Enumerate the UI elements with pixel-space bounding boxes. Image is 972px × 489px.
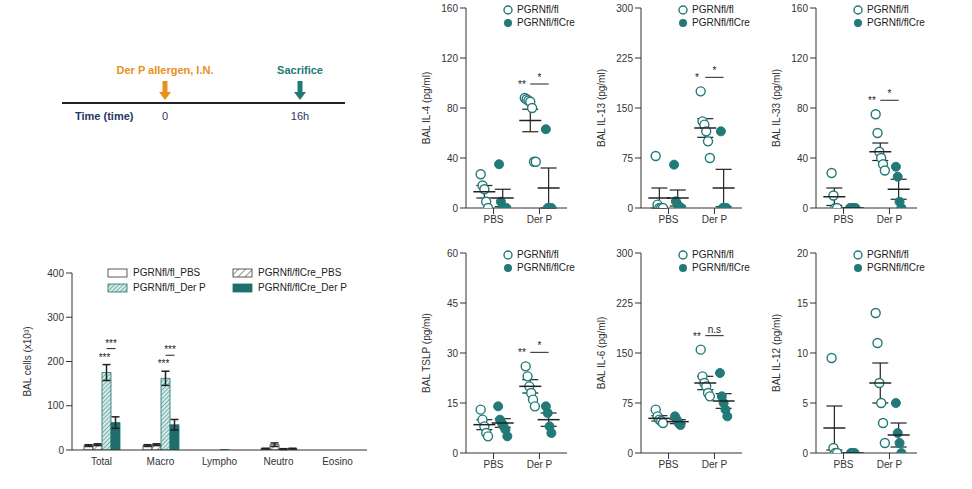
svg-text:Total: Total xyxy=(91,456,112,467)
svg-text:**: ** xyxy=(693,331,701,342)
svg-text:BAL IL-33 (pg/ml): BAL IL-33 (pg/ml) xyxy=(771,69,782,147)
html-text:PGRNfl/fl: PGRNfl/fl xyxy=(867,249,909,260)
svg-text:100: 100 xyxy=(47,400,64,411)
svg-text:0: 0 xyxy=(452,448,458,459)
svg-text:160: 160 xyxy=(441,3,458,14)
svg-text:0: 0 xyxy=(162,110,168,122)
svg-text:225: 225 xyxy=(616,53,633,64)
svg-text:80: 80 xyxy=(797,103,809,114)
svg-text:***: *** xyxy=(105,338,117,349)
svg-text:*: * xyxy=(695,72,699,83)
svg-text:Der P: Der P xyxy=(877,214,903,225)
html-text:PGRNfl/fl: PGRNfl/fl xyxy=(692,249,734,260)
svg-text:BAL IL-6 (pg/ml): BAL IL-6 (pg/ml) xyxy=(596,317,607,389)
svg-text:0: 0 xyxy=(452,203,458,214)
svg-text:225: 225 xyxy=(616,298,633,309)
svg-text:300: 300 xyxy=(47,312,64,323)
svg-text:**: ** xyxy=(868,95,876,106)
svg-text:160: 160 xyxy=(791,3,808,14)
svg-text:200: 200 xyxy=(47,356,64,367)
html-text:PGRNfl/flCre_Der P: PGRNfl/flCre_Der P xyxy=(258,282,347,293)
svg-text:PBS: PBS xyxy=(484,459,504,470)
svg-text:***: *** xyxy=(158,358,170,369)
svg-text:120: 120 xyxy=(441,53,458,64)
html-text:PGRNfl/flCre_PBS: PGRNfl/flCre_PBS xyxy=(258,267,342,278)
html-text:PGRNfl/fl_Der P: PGRNfl/fl_Der P xyxy=(133,282,206,293)
svg-text:PBS: PBS xyxy=(834,459,854,470)
svg-text:Lympho: Lympho xyxy=(202,456,238,467)
svg-text:BAL cells (x10³): BAL cells (x10³) xyxy=(22,326,33,396)
svg-text:40: 40 xyxy=(797,153,809,164)
html-text:PGRNfl/fl: PGRNfl/fl xyxy=(692,4,734,15)
svg-text:10: 10 xyxy=(797,348,809,359)
svg-text:*: * xyxy=(713,65,717,76)
svg-text:150: 150 xyxy=(616,103,633,114)
svg-text:5: 5 xyxy=(802,398,808,409)
html-text:PGRNfl/flCre: PGRNfl/flCre xyxy=(517,17,575,28)
svg-text:75: 75 xyxy=(622,153,634,164)
svg-text:0: 0 xyxy=(627,203,633,214)
svg-text:Time (time): Time (time) xyxy=(75,110,134,122)
svg-text:*: * xyxy=(538,340,542,351)
svg-text:PBS: PBS xyxy=(659,214,679,225)
html-text:PGRNfl/fl: PGRNfl/fl xyxy=(517,4,559,15)
svg-text:*: * xyxy=(888,88,892,99)
svg-text:Der P: Der P xyxy=(527,459,553,470)
svg-text:45: 45 xyxy=(447,298,459,309)
svg-text:400: 400 xyxy=(47,268,64,279)
svg-text:PBS: PBS xyxy=(484,214,504,225)
svg-text:15: 15 xyxy=(797,298,809,309)
svg-text:300: 300 xyxy=(616,3,633,14)
html-text:PGRNfl/flCre: PGRNfl/flCre xyxy=(692,17,750,28)
svg-text:***: *** xyxy=(164,344,176,355)
svg-text:Der P: Der P xyxy=(877,459,903,470)
svg-text:***: *** xyxy=(99,352,111,363)
svg-text:120: 120 xyxy=(791,53,808,64)
svg-text:*: * xyxy=(538,72,542,83)
svg-text:0: 0 xyxy=(627,448,633,459)
svg-text:15: 15 xyxy=(447,398,459,409)
svg-text:Der P: Der P xyxy=(702,214,728,225)
html-text:PGRNfl/fl: PGRNfl/fl xyxy=(867,4,909,15)
svg-text:20: 20 xyxy=(797,248,809,259)
svg-text:**: ** xyxy=(518,79,526,90)
svg-text:40: 40 xyxy=(447,153,459,164)
svg-text:0: 0 xyxy=(802,203,808,214)
svg-text:BAL IL-4 (pg/ml): BAL IL-4 (pg/ml) xyxy=(421,72,432,144)
svg-text:Der P: Der P xyxy=(702,459,728,470)
svg-text:PBS: PBS xyxy=(834,214,854,225)
svg-text:BAL IL-13 (pg/ml): BAL IL-13 (pg/ml) xyxy=(596,69,607,147)
html-text:PGRNfl/flCre: PGRNfl/flCre xyxy=(867,262,925,273)
html-text:PGRNfl/fl_PBS: PGRNfl/fl_PBS xyxy=(133,267,201,278)
svg-text:75: 75 xyxy=(622,398,634,409)
svg-text:Macro: Macro xyxy=(147,456,175,467)
svg-text:**: ** xyxy=(518,347,526,358)
html-text:PGRNfl/flCre: PGRNfl/flCre xyxy=(692,262,750,273)
svg-text:n.s: n.s xyxy=(708,324,721,335)
svg-text:300: 300 xyxy=(616,248,633,259)
svg-text:60: 60 xyxy=(447,248,459,259)
svg-text:PBS: PBS xyxy=(659,459,679,470)
svg-text:30: 30 xyxy=(447,348,459,359)
svg-text:80: 80 xyxy=(447,103,459,114)
html-text:PGRNfl/flCre: PGRNfl/flCre xyxy=(867,17,925,28)
svg-text:0: 0 xyxy=(58,445,64,456)
svg-text:0: 0 xyxy=(802,448,808,459)
svg-text:Der P: Der P xyxy=(527,214,553,225)
html-text:PGRNfl/fl: PGRNfl/fl xyxy=(517,249,559,260)
svg-text:BAL TSLP (pg/ml): BAL TSLP (pg/ml) xyxy=(421,313,432,393)
svg-text:BAL IL-12 (pg/ml): BAL IL-12 (pg/ml) xyxy=(771,314,782,392)
svg-text:Neutro: Neutro xyxy=(263,456,293,467)
svg-text:Sacrifice: Sacrifice xyxy=(277,64,323,76)
svg-text:16h: 16h xyxy=(291,110,309,122)
svg-text:Eosino: Eosino xyxy=(322,456,353,467)
svg-text:Der P allergen, I.N.: Der P allergen, I.N. xyxy=(116,64,213,76)
html-text:PGRNfl/flCre: PGRNfl/flCre xyxy=(517,262,575,273)
svg-text:150: 150 xyxy=(616,348,633,359)
